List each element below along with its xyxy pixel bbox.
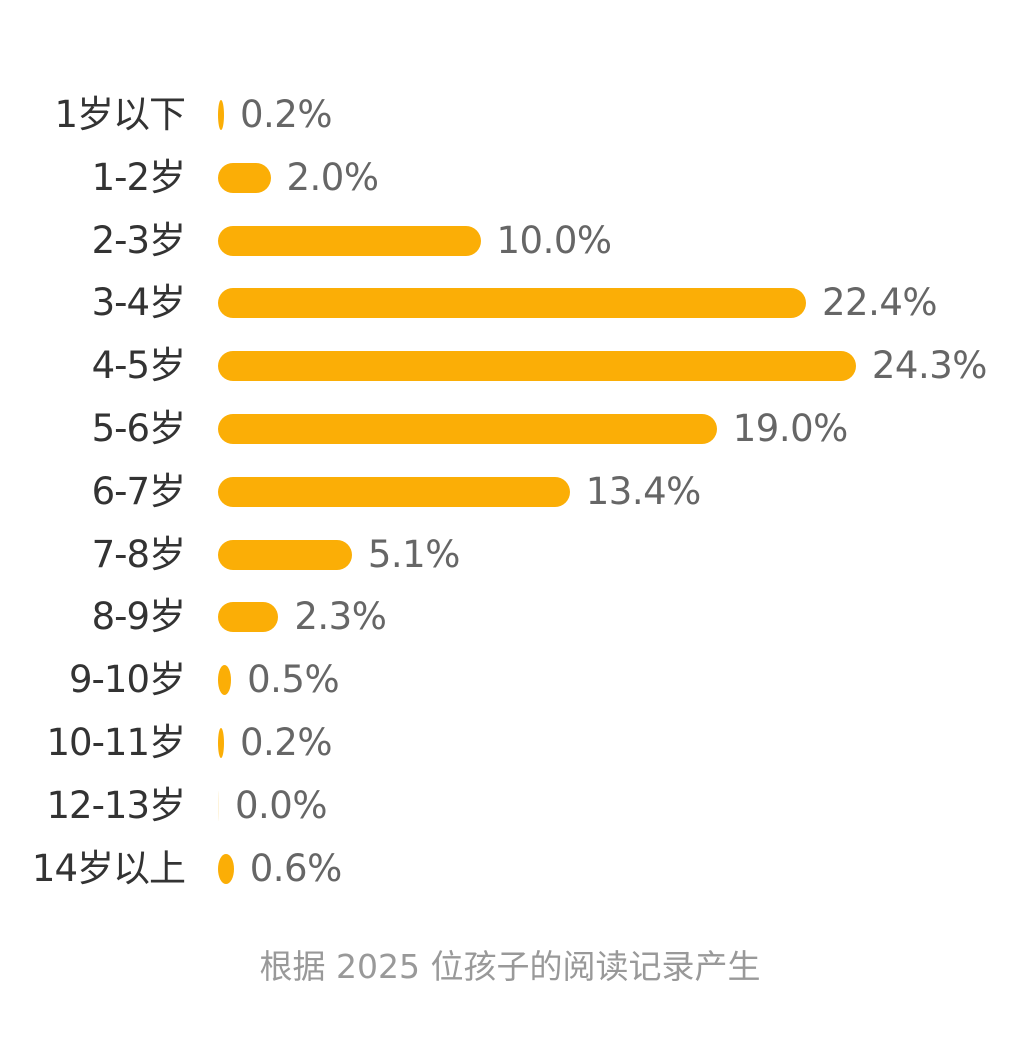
chart-row: 7-8岁 5.1%	[0, 532, 1020, 576]
chart-row: 14岁以上 0.6%	[0, 846, 1020, 890]
chart-row: 5-6岁 19.0%	[0, 409, 1020, 449]
value-label: 0.2%	[240, 93, 333, 136]
chart-row: 4-5岁 24.3%	[0, 346, 1020, 386]
bar	[218, 665, 232, 696]
category-label: 7-8岁	[91, 532, 186, 576]
bar	[218, 853, 234, 884]
bar	[218, 728, 224, 758]
value-label: 0.5%	[247, 658, 340, 702]
category-label: 12-13岁	[46, 783, 186, 827]
chart-row: 1岁以下 0.2%	[0, 95, 1020, 135]
bar	[218, 602, 279, 633]
chart-row: 12-13岁 0.0%	[0, 783, 1020, 827]
value-label: 0.0%	[235, 783, 328, 827]
value-label: 22.4%	[822, 281, 938, 325]
bar	[218, 476, 570, 507]
category-label: 6-7岁	[91, 469, 186, 513]
value-label: 24.3%	[871, 344, 988, 388]
chart-row: 8-9岁 2.3%	[0, 597, 1020, 637]
value-label: 10.0%	[496, 218, 613, 262]
value-label: 0.2%	[240, 721, 333, 764]
chart-row: 3-4岁 22.4%	[0, 283, 1020, 323]
bar	[218, 790, 219, 821]
data-source-note: 根据 2025 位孩子的阅读记录产生	[259, 947, 761, 986]
chart-row: 1-2岁 2.0%	[0, 155, 1020, 199]
bar	[218, 414, 717, 444]
category-label: 8-9岁	[91, 595, 186, 639]
chart-row: 9-10岁 0.5%	[0, 660, 1020, 700]
chart-row: 2-3岁 10.0%	[0, 218, 1020, 262]
category-label: 1岁以下	[54, 93, 186, 136]
bar	[218, 225, 481, 256]
bar	[218, 351, 856, 382]
category-label: 5-6岁	[91, 407, 186, 450]
value-label: 13.4%	[585, 469, 702, 513]
category-label: 9-10岁	[69, 658, 186, 702]
value-label: 5.1%	[367, 532, 461, 576]
value-label: 2.0%	[286, 155, 380, 199]
value-label: 19.0%	[732, 407, 849, 450]
category-label: 2-3岁	[91, 218, 186, 262]
category-label: 1-2岁	[91, 155, 186, 199]
chart-row: 6-7岁 13.4%	[0, 469, 1020, 513]
bar	[218, 162, 271, 193]
category-label: 10-11岁	[46, 721, 186, 764]
bar	[218, 100, 224, 130]
category-label: 14岁以上	[31, 846, 186, 890]
value-label: 0.6%	[249, 846, 343, 890]
category-label: 3-4岁	[91, 281, 186, 325]
bar	[218, 539, 352, 570]
category-label: 4-5岁	[91, 344, 186, 388]
chart-row: 10-11岁 0.2%	[0, 723, 1020, 763]
bar	[218, 288, 806, 319]
value-label: 2.3%	[294, 595, 387, 639]
